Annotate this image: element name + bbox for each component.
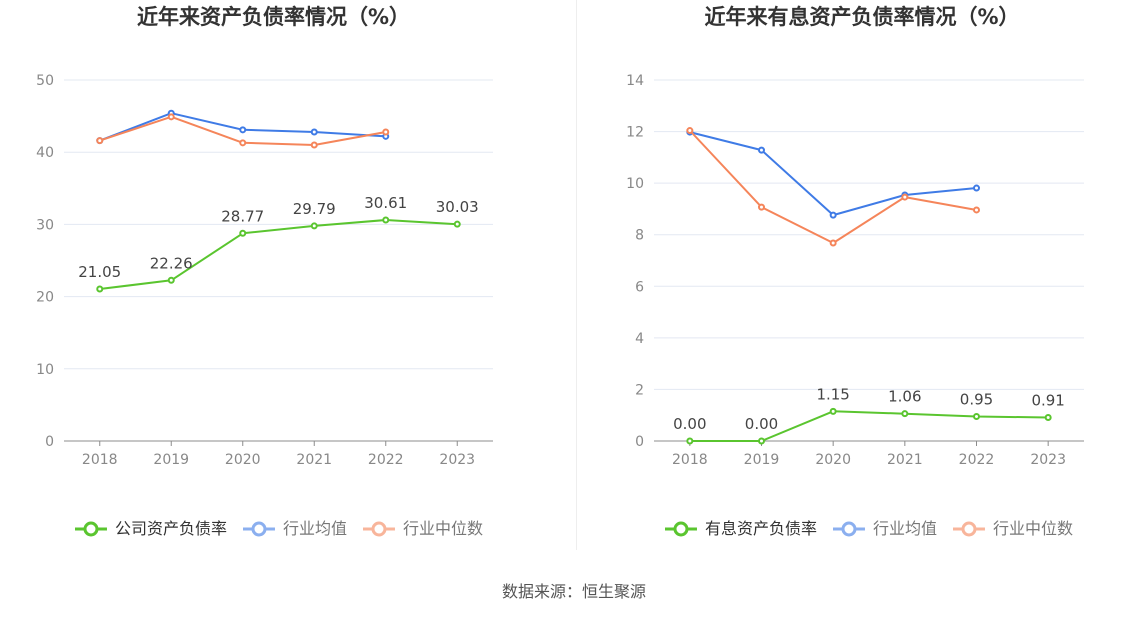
data-label: 0.95	[960, 391, 993, 409]
legend-line-circle-icon	[242, 521, 275, 537]
data-point	[901, 410, 909, 418]
data-label: 1.06	[888, 388, 921, 406]
data-point	[758, 437, 765, 445]
panel-divider	[576, 0, 577, 550]
data-point	[973, 206, 980, 214]
x-tick-label: 2022	[959, 452, 995, 468]
data-point	[96, 285, 104, 293]
data-point	[1044, 414, 1052, 422]
chart-title: 近年来资产负债率情况（%）	[136, 5, 411, 29]
data-label: 1.15	[816, 385, 849, 403]
x-tick-label: 2020	[815, 452, 851, 468]
x-tick-label: 2023	[1030, 452, 1066, 468]
legend-label: 行业中位数	[403, 519, 484, 538]
data-point	[239, 126, 247, 134]
x-tick-label: 2019	[744, 452, 780, 468]
y-tick-label: 20	[36, 290, 54, 306]
legend-label: 行业均值	[282, 519, 348, 538]
data-point	[239, 229, 247, 237]
legend-item-interest-bearing-debt-ratio[interactable]: 有息资产负债率	[664, 518, 817, 540]
chart-legend: 公司资产负债率 行业均值 行业中位数	[67, 518, 491, 540]
data-point	[382, 216, 390, 224]
legend-line-circle-icon	[664, 521, 697, 537]
legend-line-circle-icon	[363, 521, 396, 537]
data-point	[901, 193, 909, 201]
legend-line-circle-icon	[832, 521, 865, 537]
interest-bearing-debt-ratio-chart-panel: 0 2 4 6 8 10 12 14 2018 2019 2020 2021 2022 2023 0.00 0…	[576, 0, 1148, 560]
data-point	[829, 239, 837, 247]
x-tick-label: 2023	[439, 452, 475, 468]
y-tick-label: 14	[626, 73, 644, 89]
data-point	[829, 211, 837, 219]
data-point	[973, 184, 980, 192]
legend-line-circle-icon	[74, 521, 107, 537]
data-point	[758, 146, 765, 154]
data-point	[829, 407, 837, 415]
data-point	[310, 128, 318, 136]
chart-title: 近年来有息资产负债率情况（%）	[704, 5, 1020, 29]
data-point	[239, 139, 247, 147]
y-tick-label: 4	[635, 331, 644, 347]
chart-legend: 有息资产负债率 行业均值 行业中位数	[657, 518, 1081, 540]
y-tick-label: 12	[626, 125, 644, 141]
x-tick-label: 2022	[368, 452, 404, 468]
x-tick-label: 2018	[672, 452, 708, 468]
data-label: 22.26	[150, 254, 193, 272]
legend-line-circle-icon	[953, 521, 986, 537]
x-tick-label: 2018	[82, 452, 118, 468]
y-tick-label: 50	[36, 73, 54, 89]
data-label: 21.05	[78, 263, 121, 281]
debt-ratio-line-chart: 0 10 20 30 40 50 2018 2019 2020 2021 2022 2023 21.05…	[36, 73, 493, 468]
legend-item-industry-mean[interactable]: 行业均值	[832, 518, 938, 540]
x-tick-label: 2020	[225, 452, 261, 468]
data-point	[686, 437, 694, 445]
y-tick-label: 0	[45, 434, 54, 450]
data-label: 29.79	[293, 200, 336, 218]
y-tick-label: 2	[635, 382, 644, 398]
legend-label: 公司资产负债率	[114, 519, 227, 538]
series-line	[689, 129, 977, 244]
y-tick-label: 10	[36, 362, 54, 378]
x-tick-label: 2019	[153, 452, 189, 468]
legend-label: 行业中位数	[993, 519, 1074, 538]
data-label: 30.61	[364, 194, 407, 212]
legend-label: 行业均值	[872, 519, 938, 538]
legend-item-industry-mean[interactable]: 行业均值	[242, 518, 348, 540]
data-label: 0.00	[673, 415, 706, 433]
interest-bearing-debt-ratio-line-chart: 0 2 4 6 8 10 12 14 2018 2019 2020 2021 2022 2023 0.00 0…	[626, 73, 1084, 468]
data-source-note: 数据来源：恒生聚源	[501, 582, 646, 601]
data-point	[973, 413, 980, 421]
legend-item-company-debt-ratio[interactable]: 公司资产负债率	[74, 518, 227, 540]
legend-item-industry-median[interactable]: 行业中位数	[953, 518, 1073, 540]
data-label: 0.91	[1031, 392, 1064, 410]
data-point	[167, 113, 175, 121]
data-point	[453, 220, 461, 228]
data-point	[167, 276, 175, 284]
y-tick-label: 10	[626, 176, 644, 192]
y-tick-label: 0	[635, 434, 644, 450]
x-tick-label: 2021	[887, 452, 923, 468]
legend-label: 有息资产负债率	[704, 519, 817, 538]
data-label: 28.77	[221, 207, 264, 225]
y-tick-label: 40	[36, 145, 54, 161]
series-line	[99, 219, 458, 290]
data-point	[310, 222, 318, 230]
debt-ratio-chart-panel: 0 10 20 30 40 50 2018 2019 2020 2021 2022 2023 21.05…	[0, 0, 576, 560]
data-point	[310, 141, 318, 149]
data-point	[382, 128, 390, 136]
data-label: 30.03	[436, 198, 479, 216]
data-label: 0.00	[745, 415, 778, 433]
y-tick-label: 6	[635, 279, 644, 295]
legend-item-industry-median[interactable]: 行业中位数	[363, 518, 483, 540]
x-tick-label: 2021	[296, 452, 332, 468]
data-point	[686, 127, 694, 135]
y-tick-label: 8	[635, 228, 644, 244]
series-line	[689, 410, 1049, 442]
y-tick-label: 30	[36, 217, 54, 233]
data-point	[758, 203, 765, 211]
data-point	[96, 137, 104, 145]
